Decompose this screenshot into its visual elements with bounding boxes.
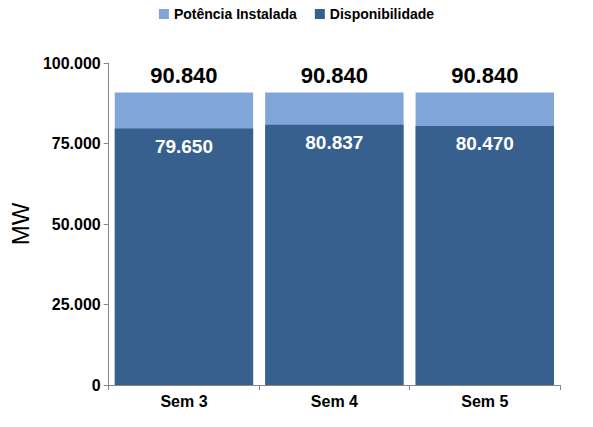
svg-text:90.840: 90.840 (451, 63, 518, 88)
svg-text:Disponibilidade: Disponibilidade (330, 6, 434, 22)
svg-text:Sem 5: Sem 5 (461, 393, 508, 410)
svg-text:90.840: 90.840 (150, 63, 217, 88)
svg-text:75.000: 75.000 (52, 135, 101, 152)
svg-text:80.470: 80.470 (456, 133, 514, 154)
svg-text:100.000: 100.000 (43, 55, 101, 72)
svg-text:Sem 4: Sem 4 (311, 393, 358, 410)
svg-text:25.000: 25.000 (52, 296, 101, 313)
svg-text:0: 0 (92, 377, 101, 394)
svg-text:50.000: 50.000 (52, 216, 101, 233)
svg-text:80.837: 80.837 (305, 132, 363, 153)
svg-text:90.840: 90.840 (301, 63, 368, 88)
svg-text:MW: MW (7, 202, 34, 245)
svg-text:79.650: 79.650 (155, 136, 213, 157)
svg-text:Potência Instalada: Potência Instalada (174, 6, 297, 22)
svg-text:Sem 3: Sem 3 (160, 393, 207, 410)
